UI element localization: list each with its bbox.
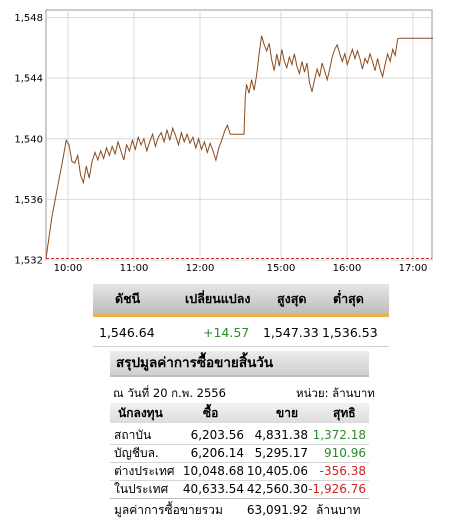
y-gridlines [46,17,432,261]
index-table-header: ดัชนี เปลี่ยนแปลง สูงสุด ต่ำสุด [93,284,389,317]
total-value: 63,091.92 [246,503,308,517]
index-intraday-chart: 1,532 1,536 1,540 1,544 1,548 10:00 11:00 12:0… [14,9,433,274]
col-high-header: สูงสุด [277,291,307,306]
x-tick-label: 17:00 [399,263,428,274]
index-values-row: 1,546.64 +14.57 1,547.33 1,536.53 [93,320,389,347]
sell-value: 4,831.38 [254,428,308,442]
net-value: 1,372.18 [312,428,366,442]
sell-value: 10,405.06 [246,464,308,478]
y-tick-label: 1,548 [14,13,43,24]
x-tick-label: 15:00 [267,263,296,274]
summary-title-bar: สรุปมูลค่าการซื้อขายสิ้นวัน [110,351,369,377]
investor-name: ในประเทศ [114,482,169,496]
col-investor-header: นักลงทุน [118,406,163,420]
table-row: ต่างประเทศ 10,048.68 10,405.06 -356.38 [110,462,369,481]
total-row: มูลค่าการซื้อขายรวม 63,091.92 ล้านบาท [110,498,369,521]
summary-title: สรุปมูลค่าการซื้อขายสิ้นวัน [116,355,274,371]
investor-table-header: นักลงทุน ซื้อ ขาย สุทธิ [110,403,369,423]
col-low-header: ต่ำสุด [333,291,364,306]
table-row: ในประเทศ 40,633.54 42,560.30 -1,926.76 [110,480,369,499]
table-row: สถาบัน 6,203.56 4,831.38 1,372.18 [110,426,369,445]
summary-date: ณ วันที่ 20 ก.พ. 2556 [113,386,226,400]
series-group [45,35,433,259]
x-tick-label: 11:00 [120,263,149,274]
total-unit: ล้านบาท [316,503,361,517]
col-buy-header: ซื้อ [203,406,219,420]
col-change-header: เปลี่ยนแปลง [185,291,251,306]
plot-area [45,9,433,261]
y-tick-label: 1,540 [14,134,43,145]
index-value: 1,546.64 [99,325,155,340]
sell-value: 42,560.30 [246,482,308,496]
x-tick-label: 10:00 [54,263,83,274]
index-change: +14.57 [203,325,250,340]
col-net-header: สุทธิ [333,406,356,420]
buy-value: 40,633.54 [182,482,244,496]
x-tick-label: 12:00 [186,263,215,274]
investor-name: บัญชีบล. [114,446,159,460]
col-index-header: ดัชนี [115,291,141,306]
col-sell-header: ขาย [276,406,298,420]
index-high: 1,547.33 [263,325,319,340]
y-tick-labels: 1,532 1,536 1,540 1,544 1,548 [14,13,43,266]
sell-value: 5,295.17 [254,446,308,460]
index-low: 1,536.53 [322,325,378,340]
summary-unit: หน่วย: ล้านบาท [296,386,375,400]
table-row: บัญชีบล. 6,206.14 5,295.17 910.96 [110,444,369,463]
net-value: -356.38 [319,464,366,478]
x-gridlines [67,10,414,260]
investor-name: ต่างประเทศ [114,464,175,478]
y-tick-label: 1,532 [14,256,43,267]
x-tick-labels: 10:00 11:00 12:00 15:00 16:00 17:00 [54,263,428,274]
total-label: มูลค่าการซื้อขายรวม [114,503,223,517]
net-value: 910.96 [324,446,366,460]
x-tick-label: 16:00 [333,263,362,274]
y-tick-label: 1,544 [14,74,43,85]
buy-value: 10,048.68 [182,464,244,478]
buy-value: 6,203.56 [190,428,244,442]
investor-name: สถาบัน [114,428,152,442]
series-line [45,35,433,259]
buy-value: 6,206.14 [190,446,244,460]
y-tick-label: 1,536 [14,195,43,206]
net-value: -1,926.76 [308,482,366,496]
